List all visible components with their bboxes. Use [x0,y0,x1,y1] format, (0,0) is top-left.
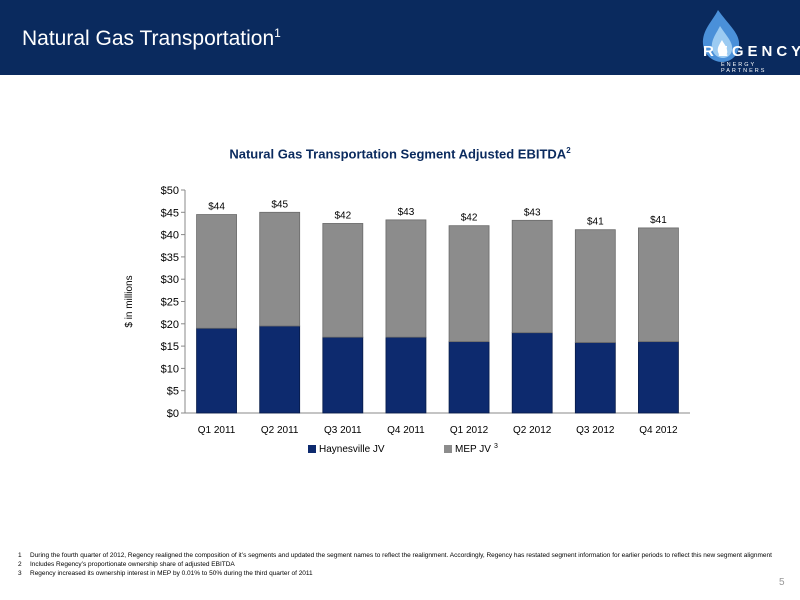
bar-haynesville-7 [574,342,616,414]
bar-mep-5 [448,225,490,343]
bar-mep-4 [385,219,427,338]
chart-title: Natural Gas Transportation Segment Adjus… [229,146,571,162]
footnote-1: 1 During the fourth quarter of 2012, Rege… [18,552,772,559]
y-tick-label: $35 [161,252,179,264]
legend-swatch-mep [444,445,452,453]
total-label: $41 [650,215,667,226]
x-tick-label: Q2 2011 [261,425,299,436]
y-tick-label: $45 [161,207,179,219]
total-label: $43 [524,207,541,218]
y-tick-label: $30 [161,274,179,286]
x-tick-label: Q4 2012 [639,425,678,436]
bar-haynesville-8 [638,341,679,414]
total-label: $44 [208,202,225,213]
page-number: 5 [779,577,785,588]
regency-flame-logo [702,10,740,62]
total-label: $43 [398,207,415,218]
header-bar [0,0,800,75]
y-tick-label: $20 [161,319,179,331]
y-tick-label: $25 [161,297,179,309]
legend-label-mep: MEP JV 3 [455,443,498,455]
total-label: $41 [587,217,604,228]
footnote-3: 3 Regency increased its ownership interes… [18,570,313,577]
bar-haynesville-6 [511,332,553,414]
bar-mep-1 [196,214,237,329]
y-tick-label: $15 [161,341,179,353]
y-tick-label: $10 [161,363,179,375]
x-tick-label: Q3 2012 [576,425,615,436]
x-tick-label: Q1 2012 [450,425,489,436]
y-tick-label: $5 [167,386,179,398]
y-axis-label: $ in millions [124,275,135,327]
logo-wordmark: REGENCY [703,43,800,60]
total-label: $45 [271,199,288,210]
page-title: Natural Gas Transportation1 [22,26,281,50]
total-label: $42 [334,210,351,221]
x-tick-label: Q4 2011 [387,425,425,436]
logo-subtext: ENERGY PARTNERS [721,62,767,74]
x-tick-label: Q2 2012 [513,425,552,436]
footnote-2: 2 Includes Regency’s proportionate owners… [18,561,235,568]
bar-mep-3 [322,223,364,338]
y-tick-label: $0 [167,408,179,420]
y-tick-label: $40 [161,230,179,242]
legend-label-haynesville: Haynesville JV [319,444,385,455]
bar-mep-8 [638,227,679,343]
bar-haynesville-3 [322,336,364,414]
legend-swatch-haynesville [308,445,316,453]
bar-mep-2 [259,211,301,327]
bar-haynesville-2 [259,325,301,414]
bar-haynesville-5 [448,341,490,414]
y-tick-label: $50 [161,185,179,197]
bar-mep-6 [511,219,553,334]
x-tick-label: Q3 2011 [324,425,362,436]
bar-haynesville-1 [196,327,237,414]
footnotes: 1 During the fourth quarter of 2012, Rege… [18,551,778,578]
total-label: $42 [461,213,478,224]
bar-haynesville-4 [385,336,427,414]
bar-mep-7 [574,229,616,343]
x-tick-label: Q1 2011 [198,425,236,436]
